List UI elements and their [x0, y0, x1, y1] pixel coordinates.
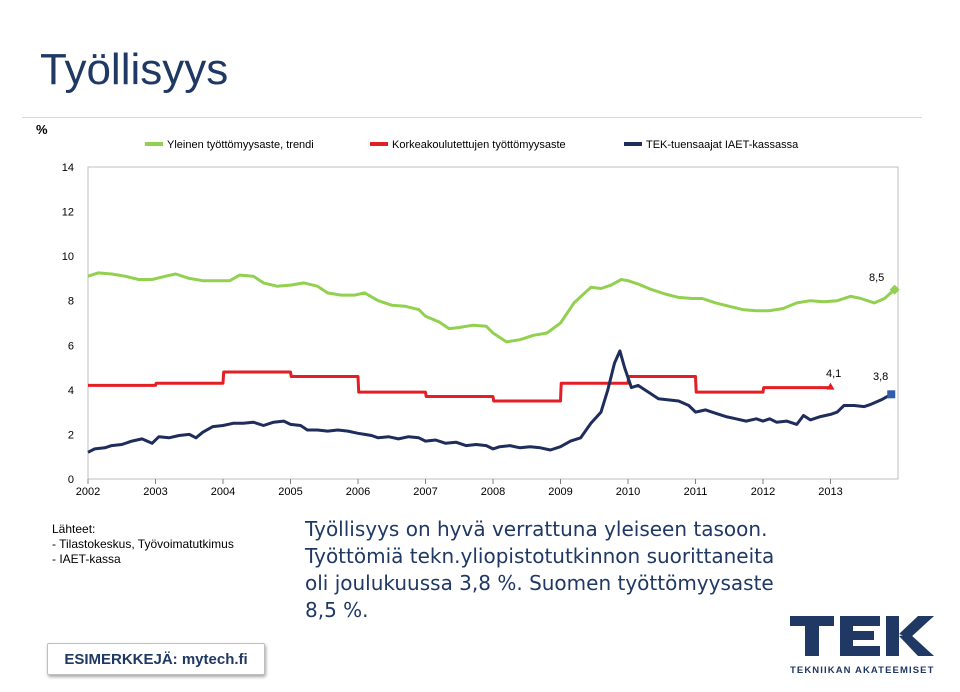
end-marker-triangle — [826, 382, 835, 390]
x-tick-label: 2005 — [278, 486, 302, 498]
legend-label: TEK-tuensaajat IAET-kassassa — [646, 139, 799, 151]
x-tick-label: 2004 — [211, 486, 235, 498]
legend-label: Korkeakoulutettujen työttömyysaste — [392, 139, 566, 151]
chart-annotations: 8,5 4,1 3,8 — [826, 272, 888, 383]
series-lines — [87, 271, 896, 454]
series-markers — [826, 284, 900, 399]
y-tick-label: 0 — [68, 474, 74, 486]
y-tick-label: 10 — [62, 251, 74, 263]
y-tick-label: 12 — [62, 207, 74, 219]
x-tick-label: 2010 — [616, 486, 640, 498]
y-axis-ticks: 0 2 4 6 8 10 12 14 — [62, 162, 74, 486]
source-item: - IAET-kassa — [52, 552, 121, 566]
page-title: Työllisyys — [40, 45, 229, 94]
tek-logo: TEKNIIKAN AKATEEMISET — [790, 616, 935, 676]
x-tick-label: 2002 — [76, 486, 100, 498]
series-line — [87, 349, 893, 454]
y-tick-label: 14 — [62, 162, 74, 174]
unemployment-chart: % Yleinen työttömyysaste, trendi Korkeako… — [36, 122, 900, 498]
x-tick-label: 2011 — [684, 486, 708, 498]
x-tick-label: 2008 — [481, 486, 505, 498]
x-tick-label: 2007 — [413, 486, 437, 498]
title-divider — [22, 117, 922, 118]
examples-link-button[interactable]: ESIMERKKEJÄ: mytech.fi — [47, 643, 265, 675]
logo-tagline: TEKNIIKAN AKATEEMISET — [790, 665, 935, 676]
sources-heading: Lähteet: — [52, 522, 96, 536]
legend-label: Yleinen työttömyysaste, trendi — [167, 139, 314, 151]
y-tick-label: 8 — [68, 296, 74, 308]
series-line — [88, 370, 831, 403]
x-tick-label: 2009 — [548, 486, 572, 498]
plot-area — [87, 166, 899, 480]
sources-block: Lähteet: - Tilastokeskus, Työvoimatutkim… — [52, 522, 234, 567]
value-annotation: 3,8 — [873, 371, 888, 383]
source-item: - Tilastokeskus, Työvoimatutkimus — [52, 537, 234, 551]
x-axis-ticks: 2002 2003 2004 2005 2006 2007 2008 2009 2010 2011… — [76, 479, 843, 498]
series-line — [87, 271, 896, 344]
y-axis-label: % — [36, 122, 48, 137]
x-tick-label: 2013 — [818, 486, 842, 498]
x-tick-label: 2006 — [346, 486, 370, 498]
value-annotation: 8,5 — [869, 272, 884, 284]
end-marker-diamond — [889, 284, 900, 295]
x-tick-label: 2012 — [751, 486, 775, 498]
y-tick-label: 6 — [68, 340, 74, 352]
end-marker-square — [887, 390, 896, 399]
value-annotation: 4,1 — [826, 368, 841, 380]
chart-legend: Yleinen työttömyysaste, trendi Korkeakoul… — [145, 139, 799, 151]
x-tick-label: 2003 — [143, 486, 167, 498]
summary-text: Työllisyys on hyvä verrattuna yleiseen t… — [305, 517, 775, 622]
y-tick-label: 2 — [68, 429, 74, 441]
y-tick-label: 4 — [68, 385, 74, 397]
